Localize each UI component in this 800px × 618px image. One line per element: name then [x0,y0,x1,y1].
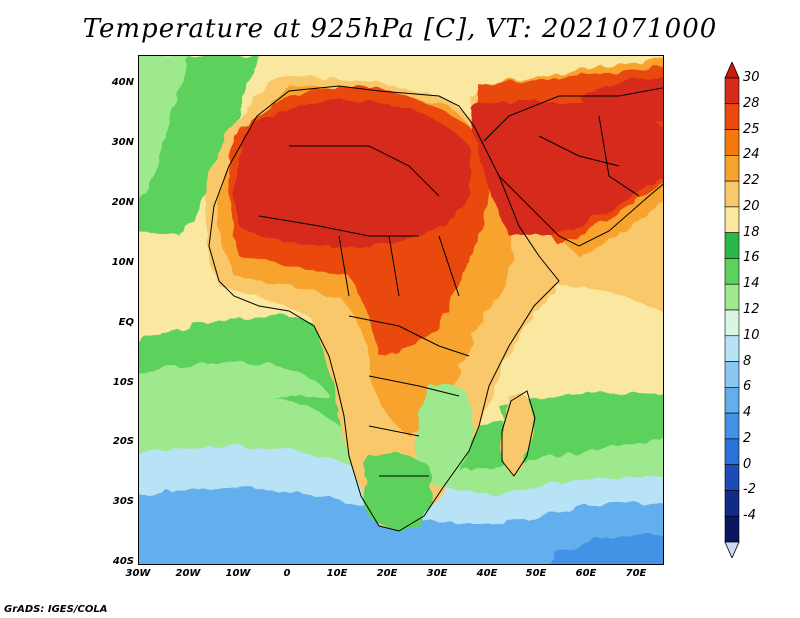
east-africa-green [415,382,473,486]
lon-tick-50e: 50E [525,568,547,579]
arabia-red [469,101,663,236]
colorbar-label: 12 [743,302,760,317]
arabia-coastline [483,87,663,247]
sahara-red [235,100,472,247]
colorbar-segment [724,206,740,233]
colorbar-segment [724,103,740,130]
colorbar-segment [724,412,740,440]
colorbar-label: 28 [743,95,760,111]
colorbar-segment [724,155,740,182]
madagascar-coast [501,390,536,477]
lon-tick-10w: 10W [225,568,251,579]
colorbar-label: 30 [743,70,760,85]
lat-tick-eq: EQ [118,317,134,328]
lon-tick-30w: 30W [125,568,151,579]
lon-tick-20w: 20W [175,568,201,579]
colorbar-bottom-arrow [724,541,740,558]
colorbar-top-arrow [724,62,740,79]
lat-tick-10n: 10N [111,257,134,268]
lon-tick-20e: 20E [376,568,398,579]
colorbar-label: 8 [743,353,752,369]
interior-border-3 [538,115,640,197]
map-title: Temperature at 925hPa [C], VT: 202107100… [82,14,718,44]
north-atlantic-pale [139,56,189,198]
colorbar-segment [724,283,740,311]
lon-tick-70e: 70E [625,568,647,579]
colorbar-segment [724,464,740,491]
africa-coastline [208,85,560,532]
colorbar-label: 0 [743,456,752,472]
colorbar-segment [724,129,740,156]
colorbar-label: 22 [743,173,760,189]
colorbar-label: 4 [743,405,752,421]
map-panel [138,55,664,565]
colorbar-segment [724,232,740,259]
country-borders [208,85,663,532]
grads-credit: GrADS: IGES/COLA [4,604,108,615]
indian-ocean-green [499,392,663,456]
colorbar-label: -2 [743,482,756,498]
colorbar-label: 2 [743,430,752,446]
colorbar-segment [724,309,740,337]
lat-tick-30n: 30N [111,137,134,148]
colorbar-segment [724,77,740,105]
colorbar-segment [724,180,740,208]
temperature-map [139,56,663,564]
colorbar-segment [724,335,740,362]
colorbar-segment [724,490,740,517]
colorbar-label: 20 [743,198,760,214]
colorbar [724,62,740,558]
lon-tick-40e: 40E [476,568,498,579]
colorbar-segment [724,258,740,285]
colorbar-label: 24 [743,147,760,163]
madagascar-tan [500,393,534,476]
colorbar-segment [724,515,740,543]
lon-tick-10e: 10E [326,568,348,579]
colorbar-segment [724,438,740,465]
lat-tick-30s: 30S [112,496,134,507]
colorbar-label: -4 [743,508,756,524]
interior-border-1 [258,145,460,297]
lon-tick-60e: 60E [575,568,597,579]
colorbar-segment [724,361,740,388]
middle-east-red [579,76,663,126]
south-ocean-deep [537,534,663,564]
lon-tick-0: 0 [283,568,291,579]
colorbar-label: 18 [743,224,760,240]
colorbar-label: 16 [743,250,760,266]
interior-border-2 [348,315,470,477]
colorbar-label: 10 [743,327,760,343]
lat-tick-40n: 40N [111,77,134,88]
lat-tick-20s: 20S [112,436,134,447]
colorbar-label: 14 [743,276,760,292]
lat-tick-10s: 10S [112,377,134,388]
colorbar-label: 25 [743,121,760,137]
atlantic-light [139,362,329,415]
colorbar-segment [724,387,740,414]
colorbar-label: 6 [743,379,752,395]
lat-tick-40s: 40S [112,556,134,567]
lon-tick-30e: 30E [426,568,448,579]
south-africa-green [364,452,433,530]
lat-tick-20n: 20N [111,197,134,208]
